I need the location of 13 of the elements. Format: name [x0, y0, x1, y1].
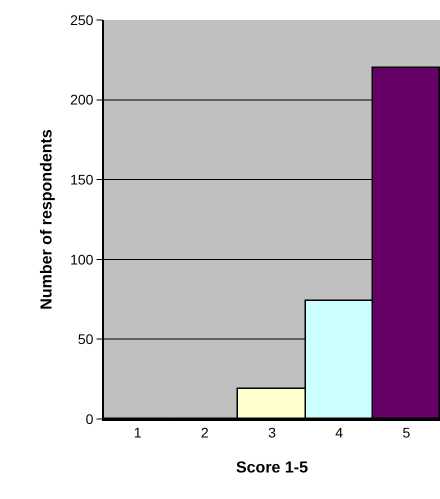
y-tick-label: 50 [78, 331, 94, 348]
x-tick-label: 2 [200, 424, 209, 441]
y-tick-label: 100 [70, 251, 94, 268]
y-axis-title: Number of respondents [38, 129, 56, 310]
y-tick-label: 200 [70, 92, 94, 108]
x-tick-label: 5 [402, 424, 410, 441]
x-axis-title: Score 1-5 [236, 460, 308, 477]
y-tick-label: 250 [70, 12, 94, 28]
x-tick-label: 4 [335, 424, 344, 441]
y-tick-label: 0 [86, 410, 94, 427]
x-tick-label: 3 [268, 424, 276, 441]
x-tick-label: 1 [134, 424, 142, 441]
y-tick-label: 150 [70, 172, 94, 188]
